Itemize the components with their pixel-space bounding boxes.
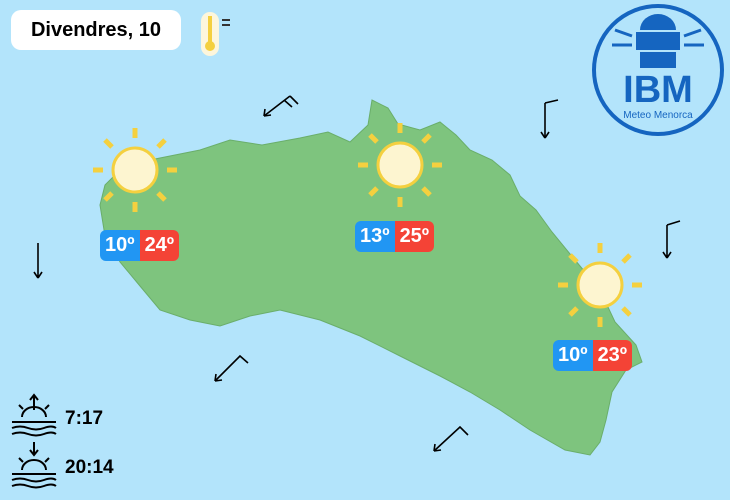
- temps-north: 13º 25º: [355, 221, 435, 252]
- thermometer-equal-icon: [201, 12, 230, 56]
- wind-barb-se: [433, 425, 469, 452]
- temp-min: 10º: [553, 340, 593, 371]
- sunset-icon: [11, 442, 57, 489]
- ibm-logo: IBM Meteo Menorca: [592, 4, 724, 136]
- sun-icon: [358, 123, 442, 207]
- svg-text:Meteo Menorca: Meteo Menorca: [623, 110, 693, 121]
- temps-east: 10º 23º: [553, 340, 633, 371]
- sunrise-time: 7:17: [65, 408, 104, 429]
- sunrise-icon: [11, 393, 57, 437]
- wind-barb-s: [214, 354, 249, 382]
- wind-barb-nw: [263, 95, 299, 117]
- temps-west: 10º 24º: [100, 230, 180, 261]
- sunset-time: 20:14: [65, 457, 114, 478]
- sun-icon: [93, 128, 177, 212]
- temp-max: 25º: [394, 221, 435, 252]
- wind-barb-ne: [540, 99, 559, 139]
- island-menorca: [99, 99, 643, 456]
- temp-min: 10º: [100, 230, 140, 261]
- temp-max: 23º: [592, 340, 633, 371]
- temp-min: 13º: [355, 221, 395, 252]
- logo-text: IBM: [623, 69, 693, 111]
- sun-icon: [558, 243, 642, 327]
- temp-max: 24º: [139, 230, 180, 261]
- wind-barb-e: [662, 220, 681, 259]
- wind-barb-w: [33, 243, 43, 279]
- date-label: Divendres, 10: [11, 10, 181, 50]
